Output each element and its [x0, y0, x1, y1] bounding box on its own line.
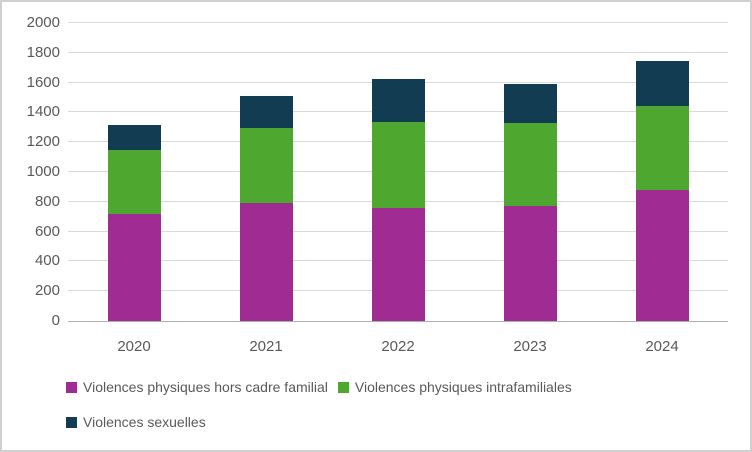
bar-stack-2021	[239, 96, 293, 321]
bar-segment-series0-2021	[239, 203, 293, 321]
y-tick-label: 600	[34, 223, 60, 240]
bar-segment-series1-2023	[503, 123, 557, 206]
x-tick-label: 2021	[249, 338, 283, 355]
y-tick-label: 1600	[26, 74, 60, 91]
y-tick-label: 1200	[26, 133, 60, 150]
bar-segment-series0-2023	[503, 206, 557, 321]
x-tick-label: 2022	[381, 338, 415, 355]
bar-segment-series2-2024	[635, 61, 689, 106]
bar-segment-series2-2022	[371, 79, 425, 122]
legend-marker-icon	[66, 381, 77, 393]
legend-marker-icon	[66, 416, 77, 428]
bar-slot-2021	[200, 23, 332, 321]
legend-label: Violences physiques hors cadre familial	[83, 379, 328, 395]
legend-item-2: Violences sexuelles	[66, 413, 206, 431]
y-tick-label: 1000	[26, 163, 60, 180]
bar-segment-series1-2020	[107, 150, 161, 214]
bar-segment-series1-2024	[635, 106, 689, 190]
y-tick-label: 1400	[26, 103, 60, 120]
y-tick-label: 200	[34, 282, 60, 299]
bar-segment-series2-2021	[239, 96, 293, 128]
bars-layer	[68, 23, 728, 321]
bar-segment-series1-2021	[239, 128, 293, 203]
bar-segment-series2-2020	[107, 125, 161, 150]
gridline	[68, 52, 728, 53]
bar-segment-series1-2022	[371, 122, 425, 208]
plot-area	[68, 22, 728, 322]
bar-slot-2020	[68, 23, 200, 321]
gridline	[68, 22, 728, 23]
x-tick-label: 2023	[513, 338, 547, 355]
bar-slot-2023	[464, 23, 596, 321]
y-tick-label: 800	[34, 193, 60, 210]
y-tick-label: 1800	[26, 44, 60, 61]
x-tick-label: 2024	[645, 338, 679, 355]
legend-item-1: Violences physiques intrafamiliales	[337, 378, 572, 396]
legend: Violences physiques hors cadre familial V…	[66, 378, 696, 431]
bar-stack-2020	[107, 125, 161, 321]
legend-marker-icon	[337, 381, 349, 393]
bar-stack-2024	[635, 61, 689, 321]
legend-label: Violences physiques intrafamiliales	[354, 379, 572, 395]
x-axis: 2020 2021 2022 2023 2024	[68, 338, 728, 356]
bar-slot-2024	[596, 23, 728, 321]
legend-item-0: Violences physiques hors cadre familial	[66, 378, 328, 396]
bar-stack-2022	[371, 79, 425, 321]
y-tick-label: 0	[51, 312, 60, 329]
bar-stack-2023	[503, 84, 557, 321]
bar-segment-series0-2022	[371, 208, 425, 321]
bar-slot-2022	[332, 23, 464, 321]
bar-segment-series0-2020	[107, 214, 161, 321]
bar-segment-series0-2024	[635, 190, 689, 321]
y-tick-label: 400	[34, 252, 60, 269]
bar-segment-series2-2023	[503, 84, 557, 123]
legend-label: Violences sexuelles	[83, 414, 206, 430]
y-tick-label: 2000	[26, 14, 60, 31]
x-tick-label: 2020	[117, 338, 151, 355]
